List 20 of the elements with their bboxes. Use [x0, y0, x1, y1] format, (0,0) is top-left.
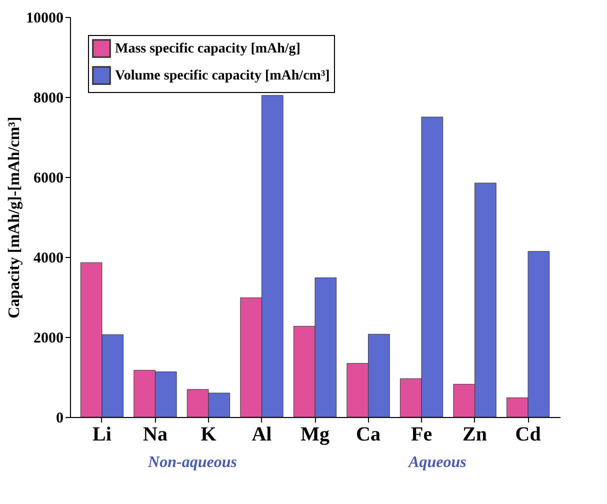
- x-tick-label: Na: [142, 424, 168, 446]
- x-tick-label: K: [200, 424, 217, 446]
- legend-label: Mass specific capacity [mAh/g]: [115, 42, 300, 56]
- x-tick-label: Ca: [356, 424, 380, 446]
- x-tick-label: Zn: [462, 424, 488, 446]
- y-axis-title: Capacity [mAh/g]-[mAh/cm³]: [6, 116, 23, 318]
- x-tick-label: Mg: [300, 424, 330, 446]
- y-tick-label: 10000: [26, 10, 64, 26]
- x-tick-label: Li: [92, 424, 112, 446]
- y-tick-label: 0: [56, 410, 64, 426]
- text: Aqueous: [408, 454, 466, 471]
- x-tick-label: Fe: [410, 424, 432, 446]
- y-tick-label: 2000: [34, 330, 64, 346]
- y-tick-label: 8000: [34, 90, 64, 106]
- text: Non-aqueous: [147, 454, 237, 471]
- y-tick-label: 6000: [34, 170, 64, 186]
- x-tick-label: Al: [252, 424, 272, 446]
- x-tick-label: Cd: [515, 424, 541, 446]
- legend-label: Volume specific capacity [mAh/cm³]: [115, 68, 330, 84]
- y-tick-label: 4000: [34, 250, 64, 266]
